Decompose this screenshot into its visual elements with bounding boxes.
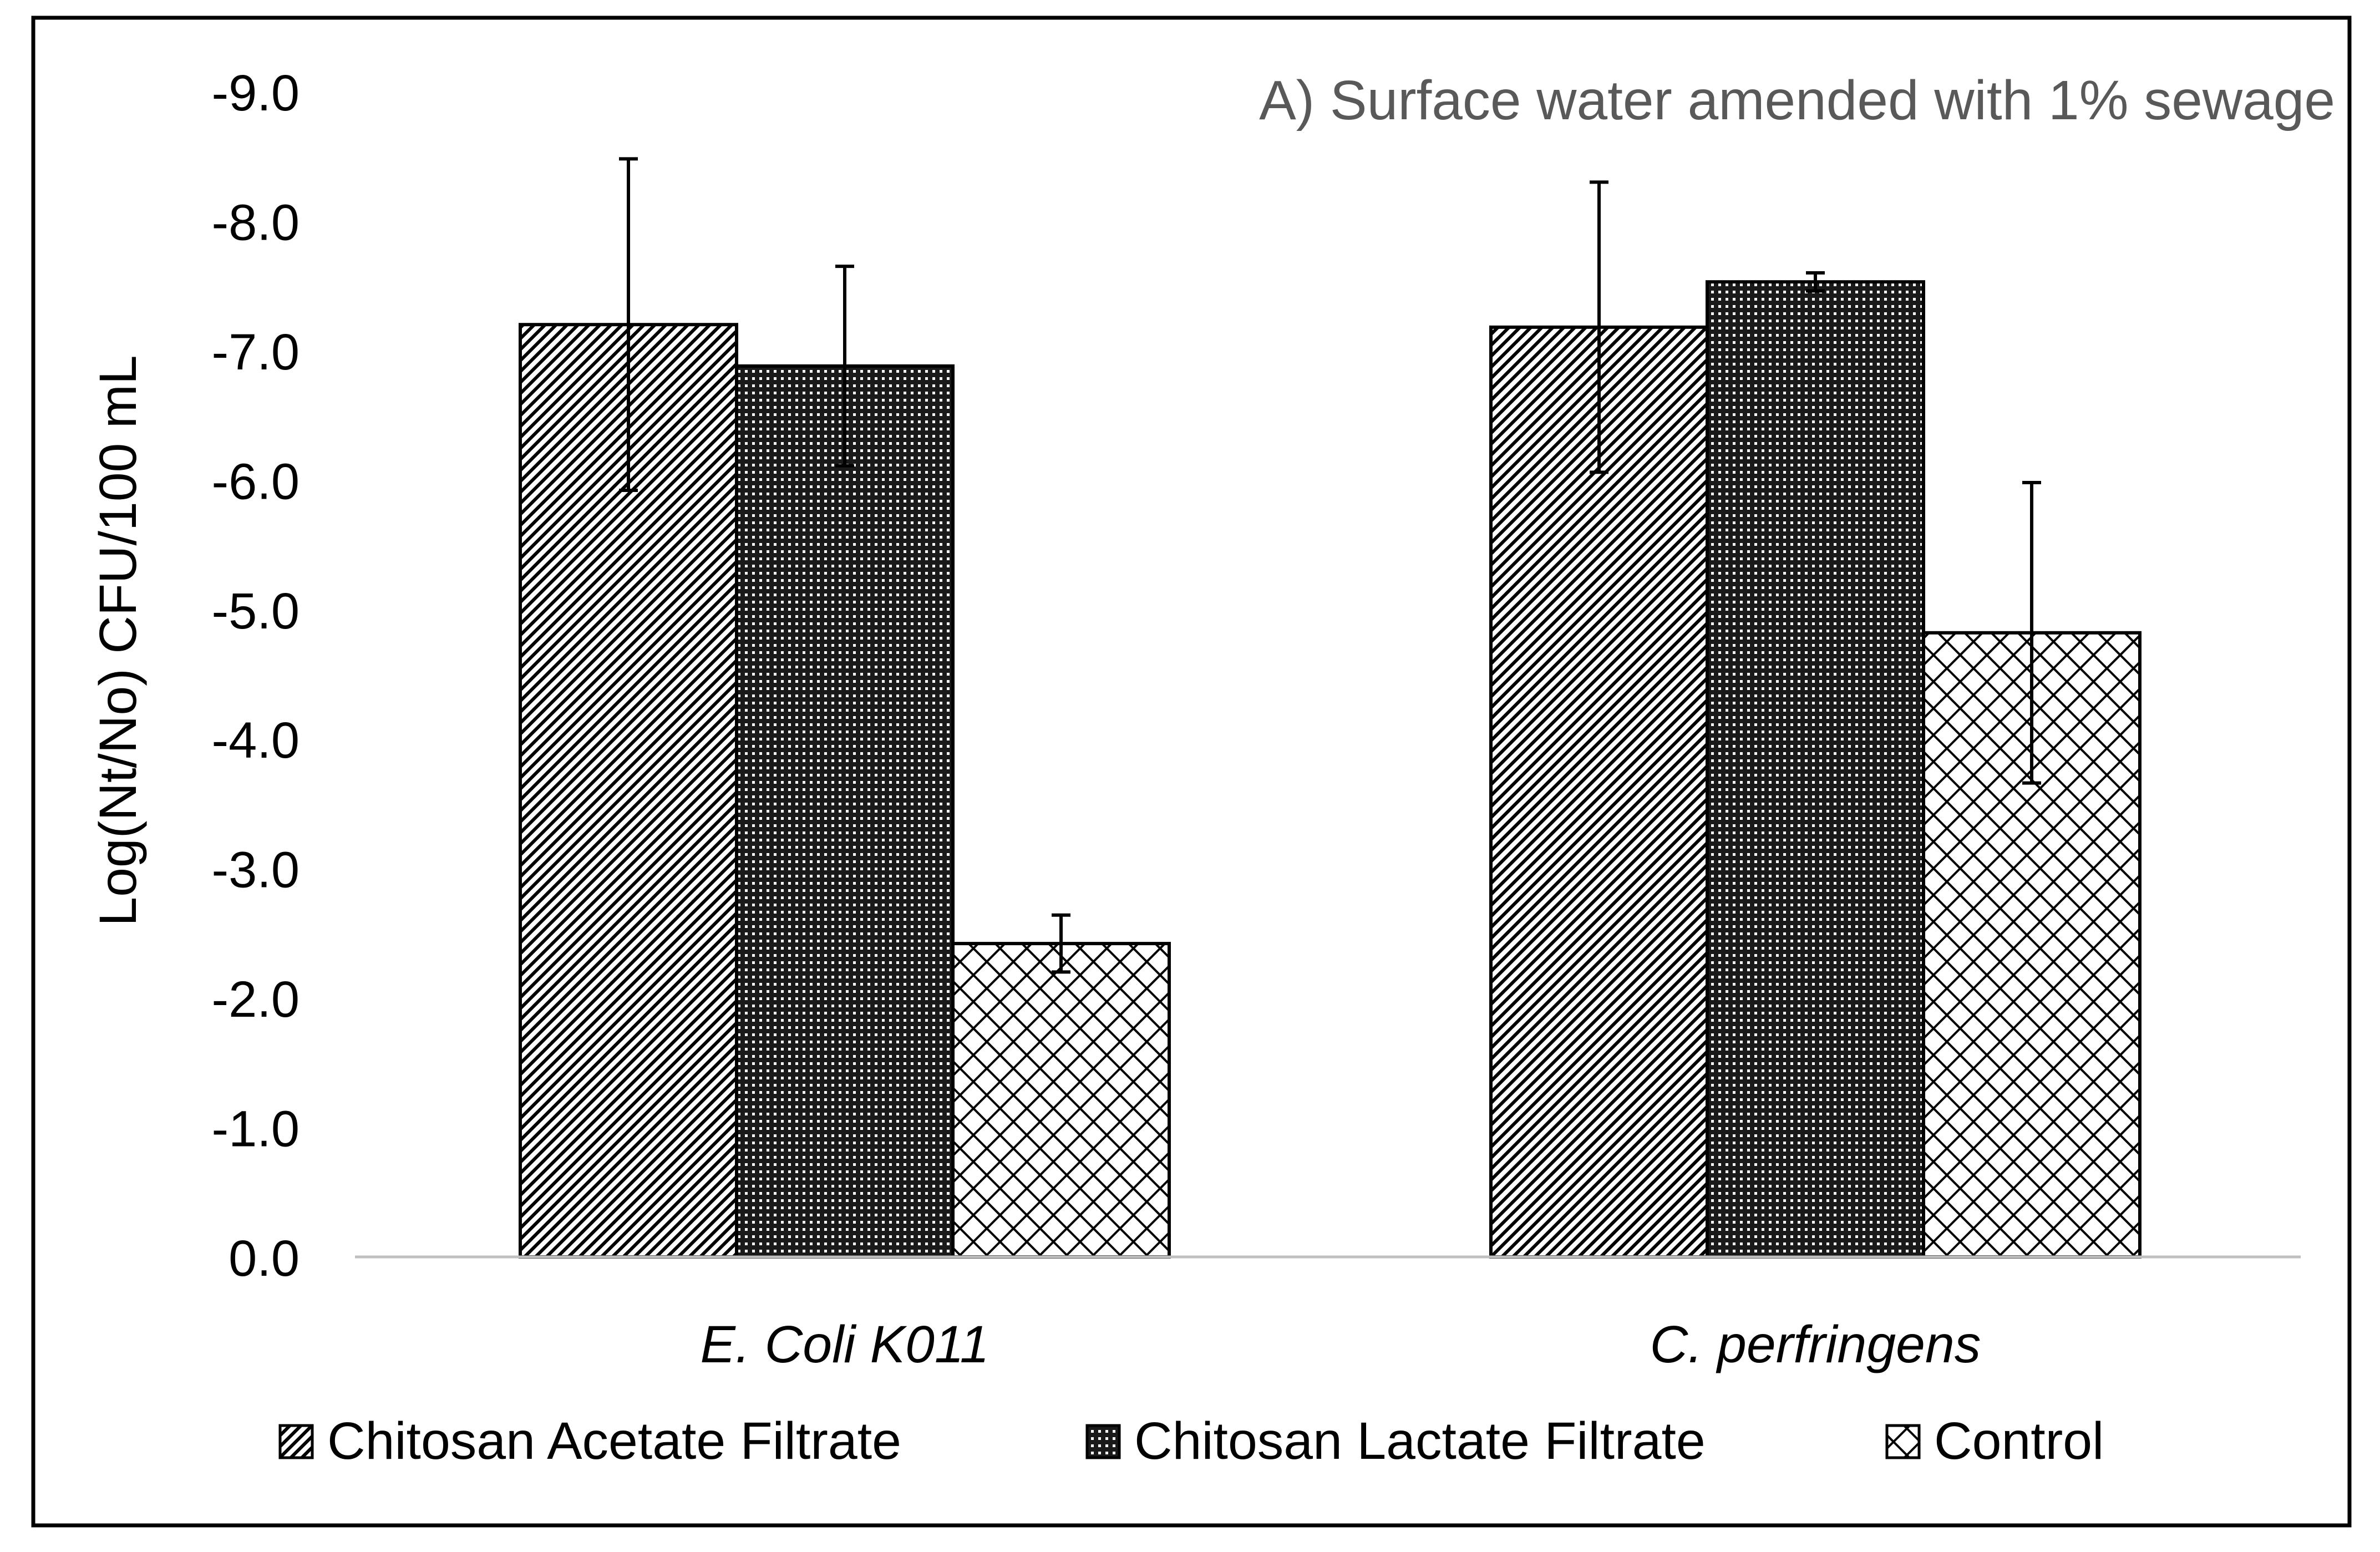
legend-item: Chitosan Lactate Filtrate <box>1085 1412 1706 1470</box>
error-bar <box>2022 481 2041 785</box>
y-tick-label: -3.0 <box>211 842 300 899</box>
error-bar <box>1590 180 1608 474</box>
error-bar <box>1052 913 1070 974</box>
legend: Chitosan Acetate Filtrate Chitosan Lactat… <box>278 1412 2104 1470</box>
y-tick-label: -8.0 <box>211 194 300 251</box>
error-bar <box>1806 271 1825 293</box>
legend-label: Chitosan Acetate Filtrate <box>327 1412 901 1470</box>
error-bars-group <box>619 157 2041 974</box>
legend-swatch <box>278 1424 314 1459</box>
y-tick-label: -2.0 <box>211 971 300 1028</box>
legend-label: Chitosan Lactate Filtrate <box>1134 1412 1706 1470</box>
y-tick-label: -9.0 <box>211 65 300 121</box>
legend-item: Control <box>1885 1412 2104 1470</box>
y-tick-label: -5.0 <box>211 583 300 640</box>
category-labels: E. Coli K011 C. perfringens <box>700 1315 1981 1374</box>
bars-group <box>519 280 2142 1259</box>
y-tick-label: -1.0 <box>211 1101 300 1158</box>
bar <box>1489 325 1709 1259</box>
category-label: E. Coli K011 <box>700 1315 989 1374</box>
legend-label: Control <box>1934 1412 2104 1470</box>
y-tick-labels: -9.0 -8.0 -7.0 -6.0 -5.0 -4.0 -3.0 -2.0 -1.0 0.0 <box>211 65 300 1287</box>
y-tick-label: 0.0 <box>229 1230 300 1287</box>
chart-frame <box>31 16 2352 1528</box>
y-axis-label: Log(Nt/No) CFU/100 mL <box>89 355 148 926</box>
category-label: C. perfringens <box>1650 1315 1981 1374</box>
bar <box>735 364 955 1259</box>
legend-swatch <box>1085 1424 1121 1459</box>
error-bar <box>619 157 638 493</box>
y-tick-label: -7.0 <box>211 324 300 381</box>
legend-item: Chitosan Acetate Filtrate <box>278 1412 901 1470</box>
chart-title: A) Surface water amended with 1% sewage <box>1259 69 2335 131</box>
y-tick-label: -4.0 <box>211 712 300 769</box>
bar <box>951 942 1171 1259</box>
legend-swatch <box>1885 1424 1921 1459</box>
error-bar <box>835 265 854 468</box>
y-tick-label: -6.0 <box>211 453 300 510</box>
bar <box>1706 280 1925 1259</box>
